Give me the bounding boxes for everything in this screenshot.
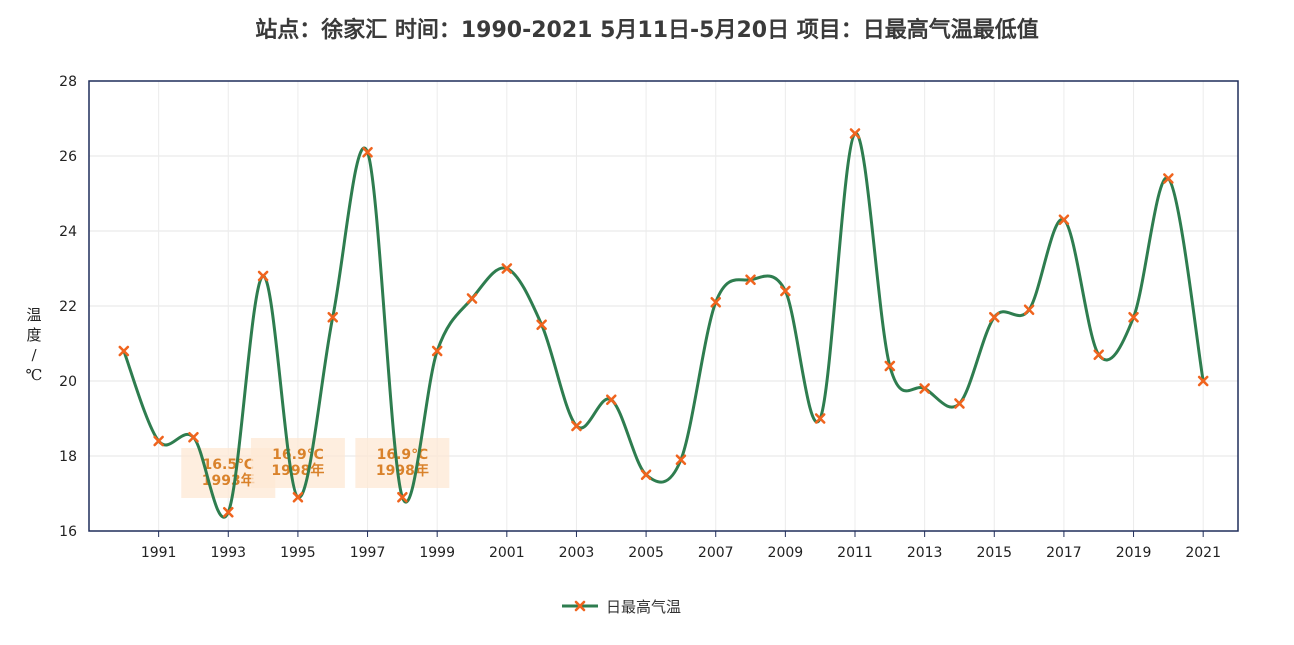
annotation-value: 16.5℃ [203, 457, 255, 473]
data-point-marker[interactable] [571, 420, 582, 432]
y-tick-label: 24 [59, 224, 77, 240]
data-point-marker[interactable] [188, 431, 199, 443]
annotation-year: 1998年 [271, 462, 324, 479]
y-axis-label-char: ℃ [26, 366, 43, 384]
x-tick-label: 2007 [698, 545, 734, 561]
x-tick-label: 1991 [141, 545, 177, 561]
x-axis: 1991 1993 1995 1997 1999 2001 2003 2005 2007 2009… [141, 531, 1221, 561]
data-point-marker[interactable] [397, 491, 408, 503]
x-tick-label: 2017 [1046, 545, 1082, 561]
data-point-marker[interactable] [605, 394, 617, 406]
annotation-value: 16.9℃ [377, 447, 429, 463]
data-point-marker[interactable] [780, 285, 791, 297]
data-point-marker[interactable] [954, 398, 965, 409]
data-point-marker[interactable] [466, 293, 478, 304]
series-layer [118, 128, 1209, 519]
y-tick-label: 20 [59, 374, 77, 390]
x-tick-label: 1993 [210, 545, 246, 561]
data-point-marker[interactable] [988, 311, 1000, 323]
y-axis-label-char: 度 [26, 326, 41, 344]
data-point-marker[interactable] [1093, 349, 1105, 361]
y-axis-label-char: 温 [26, 306, 41, 324]
data-point-marker[interactable] [1163, 173, 1174, 184]
x-tick-label: 1997 [350, 545, 386, 561]
chart-title: 站点：徐家汇 时间：1990-2021 5月11日-5月20日 项目：日最高气温… [255, 18, 1039, 43]
data-point-marker[interactable] [1197, 375, 1209, 387]
x-tick-label: 2011 [837, 545, 873, 561]
annotation-year: 1998年 [376, 462, 429, 479]
data-point-marker[interactable] [849, 128, 861, 139]
annotation-year: 1993年 [202, 472, 255, 489]
annotation-background [250, 438, 345, 488]
data-point-marker[interactable] [153, 435, 164, 447]
y-axis: 16 18 20 22 24 26 28 [59, 74, 77, 540]
data-point-marker[interactable] [257, 270, 269, 282]
x-tick-label: 2015 [976, 545, 1012, 561]
y-tick-label: 26 [59, 149, 77, 165]
x-tick-label: 2005 [628, 545, 664, 561]
legend-label: 日最高气温 [606, 598, 681, 616]
data-point-marker[interactable] [640, 469, 652, 481]
y-tick-label: 22 [59, 299, 77, 315]
x-tick-label: 2013 [907, 545, 943, 561]
x-tick-label: 2009 [768, 545, 804, 561]
data-point-marker[interactable] [919, 383, 930, 394]
y-axis-label: 温度 / ℃ [26, 306, 43, 384]
x-tick-label: 2019 [1116, 545, 1152, 561]
legend: 日最高气温 [562, 598, 681, 616]
data-point-marker[interactable] [431, 345, 443, 357]
y-tick-label: 18 [59, 449, 77, 465]
data-point-marker[interactable] [745, 274, 756, 286]
data-point-marker[interactable] [362, 146, 373, 158]
x-tick-label: 2001 [489, 545, 525, 561]
annotation-value: 16.9℃ [272, 447, 324, 463]
x-tick-label: 1995 [280, 545, 316, 561]
data-point-marker[interactable] [118, 345, 130, 357]
legend-item[interactable]: 日最高气温 [562, 598, 681, 616]
y-tick-label: 16 [59, 524, 77, 540]
plot-frame [88, 80, 1239, 532]
y-axis-label-char: / [31, 346, 37, 364]
data-point-marker[interactable] [1058, 214, 1070, 226]
data-point-marker[interactable] [327, 311, 339, 323]
legend-marker-swatch [574, 600, 586, 612]
data-point-marker[interactable] [710, 296, 722, 308]
data-point-marker[interactable] [501, 263, 513, 274]
data-point-marker[interactable] [536, 319, 547, 331]
data-point-marker[interactable] [222, 506, 234, 518]
x-tick-label: 2021 [1185, 545, 1221, 561]
x-tick-label: 2003 [559, 545, 595, 561]
data-point-marker[interactable] [675, 454, 687, 466]
data-point-marker[interactable] [292, 491, 304, 503]
x-tick-label: 1999 [419, 545, 455, 561]
y-tick-label: 28 [59, 74, 77, 90]
data-point-marker[interactable] [884, 360, 896, 372]
annotation-background [355, 438, 450, 488]
data-point-marker[interactable] [1128, 311, 1139, 323]
data-point-marker[interactable] [814, 413, 826, 424]
data-point-marker[interactable] [1023, 304, 1035, 316]
